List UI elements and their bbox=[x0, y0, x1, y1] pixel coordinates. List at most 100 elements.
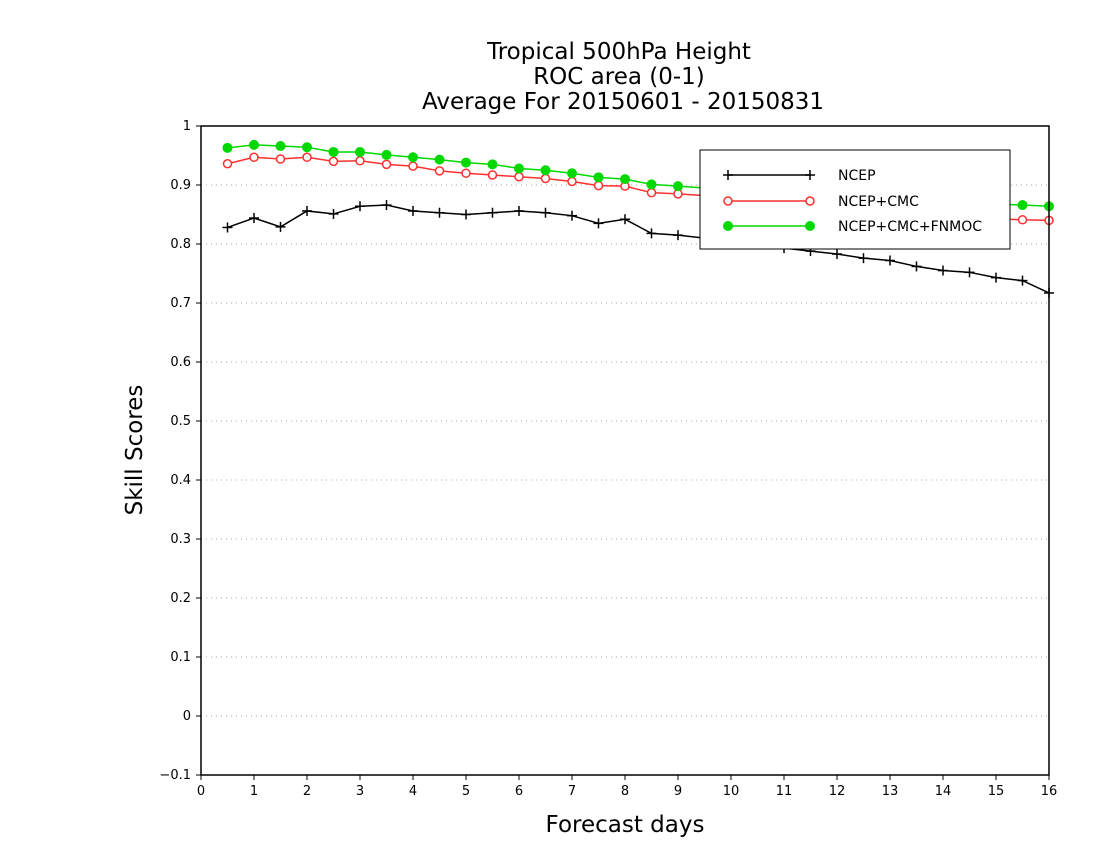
data-point-open-circle bbox=[593, 180, 604, 191]
data-point-plus bbox=[540, 207, 551, 218]
data-point-plus bbox=[355, 201, 365, 212]
y-tick-label: 0.9 bbox=[170, 178, 191, 193]
x-tick-label: 9 bbox=[674, 784, 682, 799]
x-tick-label: 16 bbox=[1041, 784, 1058, 799]
data-point-filled-circle bbox=[673, 181, 683, 192]
data-point-plus bbox=[673, 230, 683, 241]
legend-entry: NCEP bbox=[723, 168, 876, 184]
legend-label: NCEP+CMC+FNMOC bbox=[838, 219, 982, 235]
data-point-plus bbox=[911, 261, 922, 272]
data-point-open-circle bbox=[408, 161, 418, 171]
data-point-plus bbox=[567, 210, 577, 221]
x-tick-label: 4 bbox=[409, 784, 417, 799]
data-point-filled-circle bbox=[1017, 200, 1028, 211]
data-point-open-circle bbox=[381, 159, 392, 170]
data-point-open-circle bbox=[461, 168, 471, 178]
data-point-plus bbox=[461, 209, 471, 220]
data-point-plus bbox=[991, 272, 1001, 283]
x-tick-label: 10 bbox=[723, 784, 740, 799]
data-point-open-circle bbox=[328, 156, 339, 167]
data-point-open-circle bbox=[275, 154, 286, 164]
y-tick-label: 0.8 bbox=[170, 237, 191, 252]
y-tick-label: 1 bbox=[183, 119, 191, 134]
legend-label: NCEP bbox=[838, 168, 876, 184]
data-point-plus bbox=[328, 208, 339, 219]
data-point-plus bbox=[487, 207, 498, 218]
data-point-filled-circle bbox=[620, 174, 630, 185]
legend-label: NCEP+CMC bbox=[838, 194, 919, 210]
data-point-plus bbox=[858, 253, 869, 264]
data-point-open-circle bbox=[434, 166, 445, 176]
data-point-plus bbox=[964, 267, 975, 278]
legend-entry: NCEP+CMC+FNMOC bbox=[723, 219, 982, 235]
data-point-open-circle bbox=[723, 196, 733, 206]
data-point-filled-circle bbox=[249, 139, 259, 150]
data-point-filled-circle bbox=[593, 172, 604, 183]
x-tick-label: 7 bbox=[568, 784, 576, 799]
data-point-plus bbox=[832, 249, 842, 260]
legend-box bbox=[699, 149, 1011, 250]
data-point-filled-circle bbox=[434, 154, 445, 165]
data-point-plus bbox=[646, 228, 657, 239]
x-tick-label: 5 bbox=[462, 784, 470, 799]
x-tick-label: 8 bbox=[621, 784, 629, 799]
x-tick-label: 3 bbox=[356, 784, 364, 799]
data-point-plus bbox=[381, 200, 392, 211]
data-point-plus bbox=[593, 218, 604, 229]
data-point-filled-circle bbox=[723, 221, 733, 231]
data-point-open-circle bbox=[540, 173, 551, 184]
data-point-filled-circle bbox=[222, 142, 233, 153]
grid-lines bbox=[201, 184, 1049, 717]
y-tick-label: 0.5 bbox=[170, 414, 191, 429]
y-ticks: −0.1 0 0.1 0.2 0.3 0.4 0.5 0.6 0.7 0.8 0.9 1 bbox=[159, 119, 201, 783]
chart-title-line-1: Tropical 500hPa Height bbox=[486, 39, 751, 65]
data-point-plus bbox=[620, 214, 630, 225]
y-tick-label: −0.1 bbox=[159, 768, 191, 783]
data-point-filled-circle bbox=[461, 157, 471, 168]
x-tick-label: 15 bbox=[988, 784, 1005, 799]
x-tick-label: 14 bbox=[935, 784, 952, 799]
data-point-plus bbox=[408, 205, 418, 216]
x-tick-label: 6 bbox=[515, 784, 523, 799]
data-point-open-circle bbox=[249, 152, 259, 163]
x-tick-label: 12 bbox=[829, 784, 846, 799]
y-tick-label: 0.7 bbox=[170, 296, 191, 311]
data-point-filled-circle bbox=[514, 163, 524, 174]
x-tick-label: 2 bbox=[303, 784, 311, 799]
data-point-filled-circle bbox=[355, 146, 365, 157]
data-point-plus bbox=[222, 222, 233, 233]
data-point-open-circle bbox=[222, 159, 233, 169]
data-point-plus bbox=[249, 213, 259, 224]
y-tick-label: 0.4 bbox=[170, 473, 191, 488]
x-tick-label: 13 bbox=[882, 784, 899, 799]
legend: NCEP NCEP+CMC NCEP+CMC+FNMOC bbox=[699, 149, 1011, 250]
data-point-open-circle bbox=[1017, 215, 1028, 225]
data-point-open-circle bbox=[355, 156, 365, 166]
data-point-open-circle bbox=[567, 176, 577, 187]
data-point-plus bbox=[885, 255, 895, 266]
data-point-open-circle bbox=[487, 170, 498, 180]
data-point-filled-circle bbox=[805, 221, 815, 231]
data-point-filled-circle bbox=[381, 149, 392, 160]
data-point-open-circle bbox=[805, 196, 815, 206]
y-tick-label: 0 bbox=[183, 709, 191, 724]
x-ticks: 0 1 2 3 4 5 6 7 8 9 10 11 12 13 14 15 16 bbox=[197, 775, 1057, 799]
data-point-filled-circle bbox=[275, 141, 286, 152]
data-point-filled-circle bbox=[487, 159, 498, 170]
data-point-plus bbox=[805, 170, 815, 180]
data-point-plus bbox=[434, 207, 445, 218]
data-point-open-circle bbox=[514, 171, 524, 182]
data-point-plus bbox=[938, 265, 948, 276]
chart-title-line-3: Average For 20150601 - 20150831 bbox=[422, 89, 824, 115]
y-axis-label: Skill Scores bbox=[122, 385, 148, 516]
data-point-filled-circle bbox=[540, 165, 551, 176]
data-point-filled-circle bbox=[408, 152, 418, 163]
data-point-filled-circle bbox=[328, 146, 339, 157]
x-axis-label: Forecast days bbox=[546, 812, 705, 838]
data-point-open-circle bbox=[646, 187, 657, 198]
data-point-plus bbox=[275, 221, 286, 232]
x-tick-label: 11 bbox=[776, 784, 793, 799]
data-point-filled-circle bbox=[302, 142, 312, 153]
data-point-plus bbox=[514, 205, 524, 216]
